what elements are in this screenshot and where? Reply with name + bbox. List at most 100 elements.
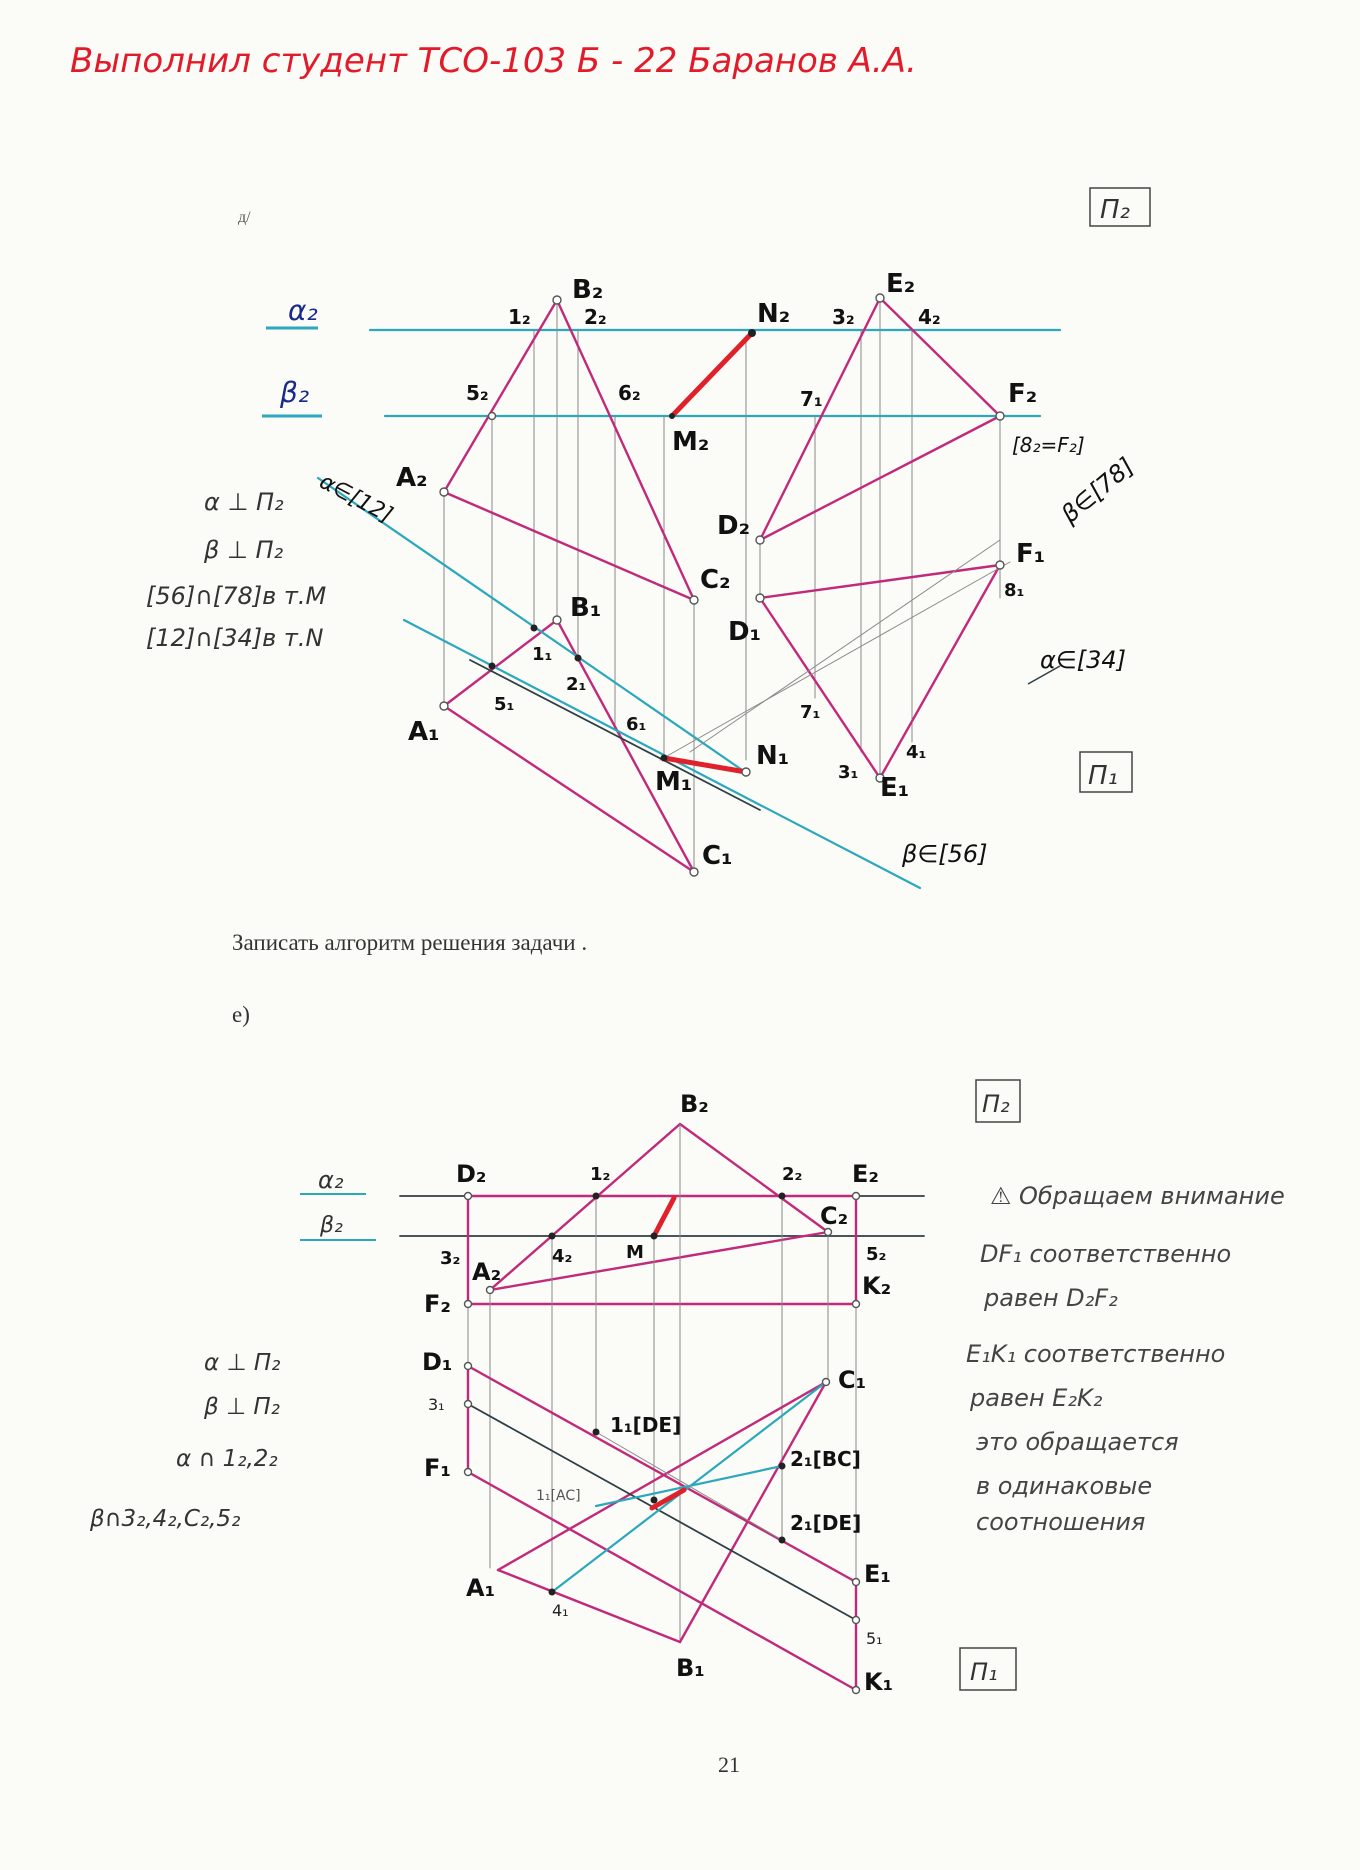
- svg-text:2₂: 2₂: [782, 1164, 802, 1185]
- svg-text:α ∩ 1₂,2₂: α ∩ 1₂,2₂: [176, 1446, 278, 1472]
- beta-cut-78-d: [689, 539, 1001, 753]
- svg-text:A₁: A₁: [408, 717, 440, 747]
- projection-lines-d: [443, 297, 1001, 873]
- svg-text:1₂: 1₂: [508, 305, 531, 329]
- svg-text:DF₁ соответственно: DF₁ соответственно: [980, 1240, 1231, 1268]
- svg-text:7₁: 7₁: [800, 702, 820, 723]
- svg-text:α ⊥ П₂: α ⊥ П₂: [204, 488, 284, 516]
- svg-text:2₁[BC]: 2₁[BC]: [790, 1447, 861, 1471]
- task-d-label: д/: [238, 209, 251, 226]
- mn-frontal-segment-d: [669, 330, 755, 419]
- number-labels-horizontal-d: 1₁ 2₁ 5₁ 6₁ 7₁ 3₁ 4₁ 8₁: [494, 580, 1024, 783]
- svg-text:это обращается: это обращается: [976, 1428, 1179, 1456]
- svg-text:B₂: B₂: [572, 275, 603, 305]
- number-labels-frontal-e: 1₂ 2₂ 3₂ 4₂ 5₂ M: [440, 1164, 886, 1269]
- svg-text:D₁: D₁: [422, 1348, 452, 1376]
- beta-78-annotation: β∈[78]: [1055, 452, 1139, 529]
- alpha-12-annotation: α∈[12]: [315, 469, 396, 528]
- triangle-abc-horizontal-e: [496, 1380, 828, 1644]
- svg-text:K₁: K₁: [864, 1668, 893, 1696]
- rect-dekf-frontal-e: [466, 1194, 858, 1306]
- svg-text:2₂: 2₂: [584, 305, 607, 329]
- triangle-abc-frontal-e: [488, 1122, 830, 1292]
- svg-text:2₁: 2₁: [566, 674, 586, 695]
- svg-text:F₁: F₁: [424, 1454, 451, 1482]
- triangle-abc-horizontal-d: [442, 618, 696, 874]
- plane-p1-box-e: [959, 1647, 1017, 1691]
- mn-horizontal-segment-d: [661, 755, 749, 775]
- svg-text:M₁: M₁: [655, 767, 692, 797]
- svg-text:D₂: D₂: [717, 511, 750, 541]
- alpha2-label-e: α₂: [318, 1166, 344, 1194]
- labels-frontal-e: B₂ D₂ E₂ C₂ A₂ F₂ K₂: [424, 1090, 891, 1318]
- svg-text:F₂: F₂: [424, 1290, 451, 1318]
- svg-text:C₁: C₁: [702, 841, 732, 871]
- svg-text:5₂: 5₂: [466, 381, 489, 405]
- svg-text:2₁[DE]: 2₁[DE]: [790, 1511, 861, 1535]
- labels-frontal-d: A₂ B₂ C₂ D₂ E₂ F₂ M₂ N₂: [396, 269, 1037, 595]
- svg-text:4₂: 4₂: [918, 305, 941, 329]
- svg-text:M₂: M₂: [672, 427, 709, 457]
- svg-text:1₁[DE]: 1₁[DE]: [610, 1413, 681, 1437]
- svg-text:E₂: E₂: [852, 1160, 879, 1188]
- label-1-ac: 1₁[AC]: [536, 1488, 581, 1504]
- svg-text:4₁: 4₁: [906, 742, 926, 763]
- svg-text:β ⊥ П₂: β ⊥ П₂: [203, 1394, 280, 1420]
- plane-p1-box-d: [1079, 751, 1133, 793]
- alpha-cut-12-d: [316, 476, 747, 774]
- svg-text:B₂: B₂: [680, 1090, 709, 1118]
- svg-text:4₂: 4₂: [552, 1246, 572, 1267]
- number-labels-horizontal-e: 3₁ 4₁ 5₁: [428, 1395, 883, 1648]
- alpha-cut-34-d: [659, 561, 1011, 761]
- alpha-34-leader: [1027, 665, 1061, 685]
- svg-text:E₁: E₁: [880, 773, 909, 803]
- svg-text:равен E₂K₂: равен E₂K₂: [969, 1384, 1103, 1412]
- f2-equality-note: [8₂=F₂]: [1012, 433, 1085, 457]
- svg-text:M: M: [626, 1242, 644, 1263]
- beta2-label-d: β₂: [279, 376, 309, 409]
- algorithm-prompt: Записать алгоритм решения задачи .: [232, 930, 587, 955]
- task-e-label: е): [232, 1002, 250, 1027]
- svg-text:A₂: A₂: [472, 1258, 501, 1286]
- svg-text:3₂: 3₂: [832, 305, 855, 329]
- plane-p1-label-d: П₁: [1088, 761, 1118, 791]
- svg-text:3₁: 3₁: [838, 762, 858, 783]
- svg-text:α ⊥ П₂: α ⊥ П₂: [204, 1350, 280, 1376]
- svg-text:равен D₂F₂: равен D₂F₂: [983, 1284, 1118, 1312]
- page-number: 21: [718, 1752, 740, 1777]
- plane-p2-label-e: П₂: [982, 1090, 1010, 1118]
- svg-text:A₂: A₂: [396, 463, 428, 493]
- parallelogram-dekf-horizontal-e: [466, 1364, 858, 1692]
- triangle-def-frontal-d: [758, 296, 1002, 542]
- svg-text:B₁: B₁: [570, 593, 601, 623]
- svg-text:1₂: 1₂: [590, 1164, 610, 1185]
- mn-frontal-segment-e: [651, 1195, 677, 1239]
- svg-text:C₂: C₂: [700, 565, 730, 595]
- svg-text:3₂: 3₂: [440, 1248, 460, 1269]
- svg-text:N₂: N₂: [757, 299, 790, 329]
- svg-text:N₁: N₁: [756, 741, 789, 771]
- svg-text:⚠ Обращаем внимание: ⚠ Обращаем внимание: [990, 1182, 1285, 1210]
- notes-d: α ⊥ П₂ β ⊥ П₂ [56]∩[78]в т.M [12]∩[34]в …: [146, 488, 326, 652]
- svg-text:F₁: F₁: [1016, 539, 1045, 569]
- svg-text:β∩3₂,4₂,C₂,5₂: β∩3₂,4₂,C₂,5₂: [89, 1506, 240, 1532]
- svg-text:3₁: 3₁: [428, 1395, 445, 1414]
- mn-horizontal-segment-e: [649, 1487, 687, 1511]
- svg-text:E₁: E₁: [864, 1560, 891, 1588]
- svg-text:[56]∩[78]в т.M: [56]∩[78]в т.M: [146, 582, 326, 610]
- svg-text:K₂: K₂: [862, 1272, 891, 1300]
- svg-text:A₁: A₁: [466, 1574, 495, 1602]
- svg-text:C₁: C₁: [838, 1366, 866, 1394]
- svg-text:[12]∩[34]в т.N: [12]∩[34]в т.N: [146, 624, 323, 652]
- svg-text:B₁: B₁: [676, 1654, 705, 1682]
- beta-cut-56-dark-d: [469, 659, 761, 811]
- plane-p2-box-e: [975, 1079, 1021, 1123]
- intersection-labels-e: 1₁[DE] 2₁[BC] 2₁[DE]: [610, 1413, 861, 1535]
- remark-e: ⚠ Обращаем внимание DF₁ соответственно р…: [966, 1182, 1285, 1536]
- points-d: [439, 293, 1005, 877]
- points-e: [463, 1191, 861, 1695]
- svg-text:E₂: E₂: [886, 269, 915, 299]
- beta-56-annotation: β∈[56]: [901, 840, 988, 868]
